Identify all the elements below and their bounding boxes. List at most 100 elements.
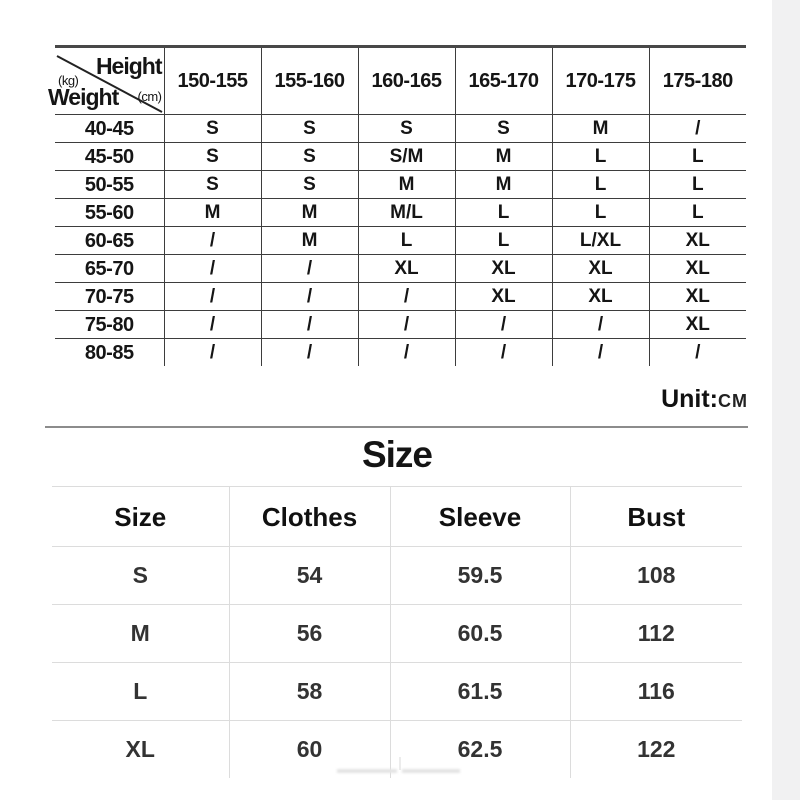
height-column-header: 150-155 [163, 48, 261, 115]
size-cell: L [357, 226, 455, 255]
size-cell: / [163, 310, 261, 339]
size-cell: XL [648, 282, 746, 311]
measurement-row: S 54 59.5 108 [52, 546, 742, 605]
size-cell: XL [648, 226, 746, 255]
size-cell: XL [648, 310, 746, 339]
size-cell: / [454, 338, 552, 366]
unit-value: CM [718, 391, 748, 411]
size-cell: M/L [357, 198, 455, 227]
height-column-header: 165-170 [454, 48, 552, 115]
diagonal-divider-line [56, 55, 163, 113]
measurement-size-cell: S [52, 546, 229, 605]
size-cell: / [357, 282, 455, 311]
height-weight-table: Height (cm) (kg) Weight 150-155 155-160 … [48, 45, 746, 366]
weight-range-label: 50-55 [55, 170, 164, 199]
size-cell: / [260, 310, 358, 339]
measurements-column-header: Clothes [228, 486, 390, 547]
size-cell: L [454, 226, 552, 255]
weight-range-label: 45-50 [55, 142, 164, 171]
measurement-bust-cell: 108 [569, 546, 742, 605]
measurement-row: XL 60 62.5 122 [52, 720, 742, 778]
weight-range-label: 40-45 [55, 114, 164, 143]
measurements-column-header: Size [52, 486, 229, 547]
size-cell: / [260, 338, 358, 366]
size-cell: / [551, 338, 649, 366]
size-cell: / [551, 310, 649, 339]
height-weight-rows: 40-45 S S S S M/45-50 S S S/M M L L 50-55 S S M M L L 55-60… [55, 114, 746, 366]
measurement-clothes-cell: 58 [228, 662, 390, 721]
size-cell: XL [551, 254, 649, 283]
measurement-size-cell: M [52, 604, 229, 663]
height-column-header: 160-165 [357, 48, 455, 115]
measurement-sleeve-cell: 59.5 [389, 546, 570, 605]
corner-height-label: Height [95, 53, 163, 79]
weight-row: 40-45 S S S S M / [55, 114, 746, 143]
size-cell: L [551, 142, 649, 171]
size-cell: L [551, 170, 649, 199]
corner-cell: Height (cm) (kg) Weight [48, 48, 164, 115]
size-cell: L/XL [551, 226, 649, 255]
measurement-clothes-cell: 56 [228, 604, 390, 663]
measurements-table: Size Clothes Sleeve Bust S 54 59.5 108 M 56 60… [52, 486, 742, 778]
size-cell: M [260, 226, 358, 255]
height-header-row: Height (cm) (kg) Weight 150-155 155-160 … [48, 48, 746, 115]
size-cell: XL [454, 254, 552, 283]
size-cell: XL [551, 282, 649, 311]
measurements-rows: S 54 59.5 108 M 56 60.5 112 L 58 61.5 116 XL 60 62.5 12… [52, 546, 742, 778]
measurement-sleeve-cell: 62.5 [389, 720, 570, 778]
measurements-column-header: Bust [569, 486, 742, 547]
size-cell: / [163, 338, 261, 366]
size-cell: L [551, 198, 649, 227]
height-column-header: 170-175 [551, 48, 649, 115]
corner-weight-unit: (kg) [58, 73, 79, 88]
size-cell: S [260, 114, 358, 143]
right-background-strip [772, 0, 800, 800]
size-cell: M [260, 198, 358, 227]
unit-note: Unit:CM [460, 386, 748, 416]
weight-row: 70-75// / XL XL XL [55, 282, 746, 311]
size-cell: S/M [357, 142, 455, 171]
size-cell: L [648, 142, 746, 171]
size-cell: / [260, 282, 358, 311]
size-cell: S [260, 170, 358, 199]
height-column-header: 155-160 [260, 48, 358, 115]
size-cell: / [357, 338, 455, 366]
measurement-size-cell: XL [52, 720, 229, 778]
size-cell: / [648, 338, 746, 366]
measurement-clothes-cell: 60 [228, 720, 390, 778]
size-cell: S [163, 170, 261, 199]
weight-range-label: 80-85 [55, 338, 164, 366]
size-cell: / [454, 310, 552, 339]
size-cell: M [454, 142, 552, 171]
size-cell: M [163, 198, 261, 227]
size-cell: L [648, 170, 746, 199]
measurements-header-row: Size Clothes Sleeve Bust [52, 486, 742, 547]
measurements-column-header: Sleeve [389, 486, 570, 547]
weight-range-label: 55-60 [55, 198, 164, 227]
measurement-row: M 56 60.5 112 [52, 604, 742, 663]
corner-height-unit: (cm) [137, 89, 163, 104]
size-cell: / [260, 254, 358, 283]
size-cell: S [163, 114, 261, 143]
size-cell: L [454, 198, 552, 227]
section-title: Size [361, 434, 433, 475]
size-cell: S [454, 114, 552, 143]
weight-row: 55-60 M M M/L L L L [55, 198, 746, 227]
weight-row: 80-85// / / / / [55, 338, 746, 366]
weight-row: 50-55 S S M M L L [55, 170, 746, 199]
weight-range-label: 65-70 [55, 254, 164, 283]
measurement-bust-cell: 116 [569, 662, 742, 721]
size-cell: M [357, 170, 455, 199]
weight-range-label: 70-75 [55, 282, 164, 311]
weight-row: 60-65/M L L L/XL XL [55, 226, 746, 255]
size-cell: XL [454, 282, 552, 311]
measurement-sleeve-cell: 61.5 [389, 662, 570, 721]
measurement-clothes-cell: 54 [228, 546, 390, 605]
size-cell: M [551, 114, 649, 143]
measurement-bust-cell: 112 [569, 604, 742, 663]
size-cell: S [260, 142, 358, 171]
weight-range-label: 75-80 [55, 310, 164, 339]
size-cell: S [357, 114, 455, 143]
measurement-sleeve-cell: 60.5 [389, 604, 570, 663]
